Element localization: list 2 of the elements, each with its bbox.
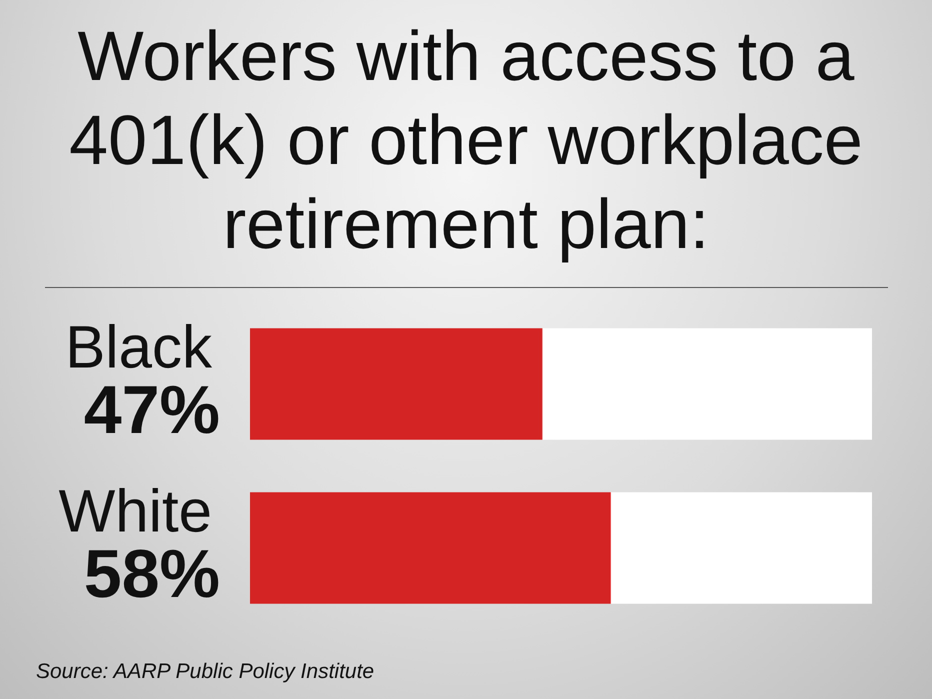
annotation: Source: AARP Public Policy Institute (36, 660, 374, 684)
chart-title: Workers with access to a 401(k) or other workplace retirement plan: (68, 16, 864, 265)
